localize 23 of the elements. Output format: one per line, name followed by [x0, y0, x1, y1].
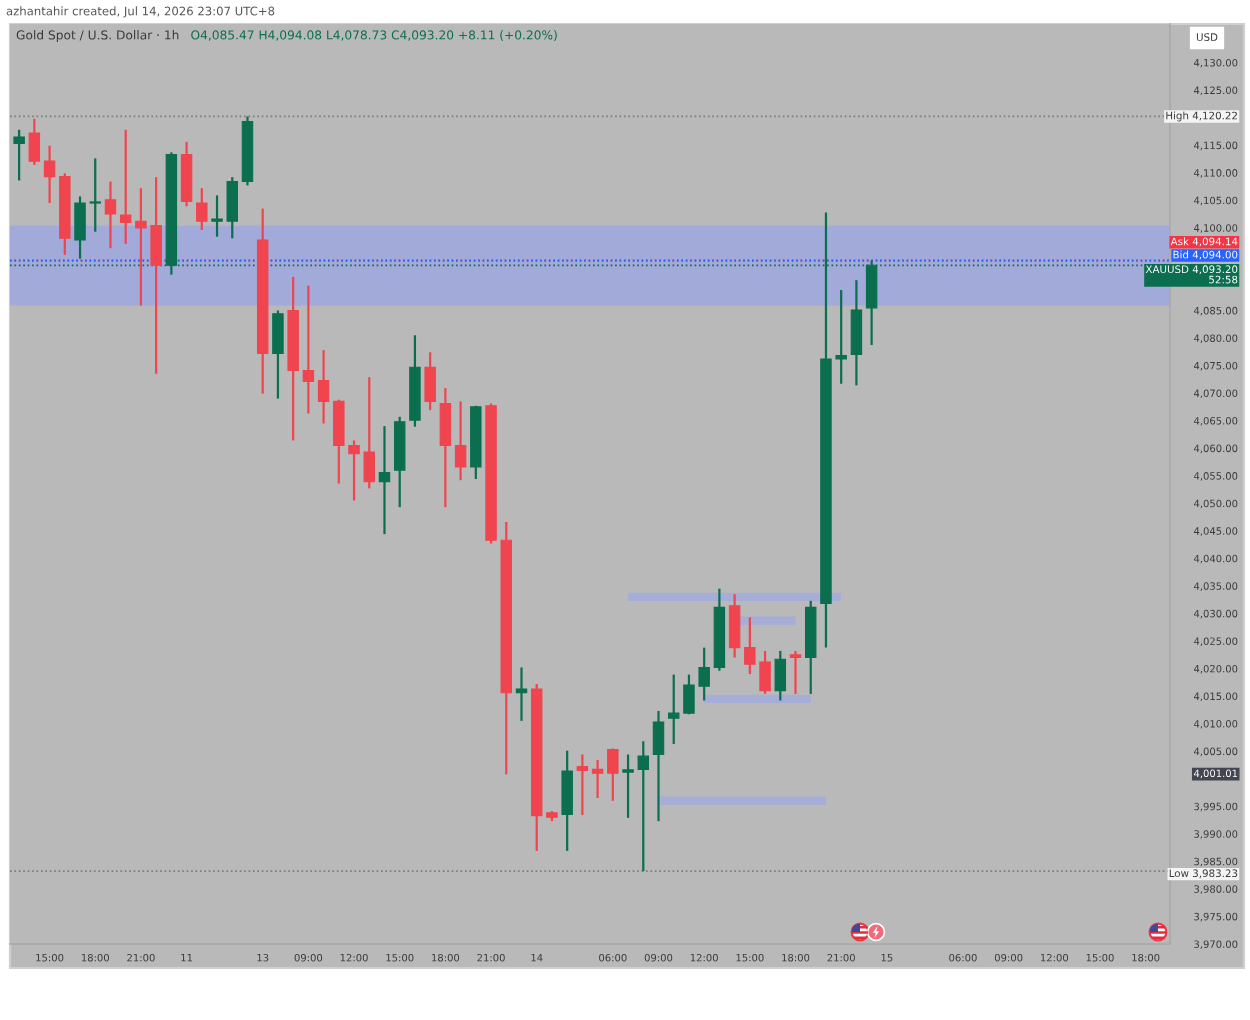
- candlestick: [561, 749, 573, 853]
- candlestick: [576, 753, 589, 817]
- candlestick: [28, 117, 41, 167]
- candlestick: [728, 593, 741, 659]
- candlestick: [317, 349, 330, 425]
- candlestick: [272, 309, 284, 400]
- candlestick: [789, 649, 802, 695]
- candlestick: [424, 351, 436, 412]
- candlestick: [302, 284, 315, 415]
- candlestick: [454, 400, 467, 482]
- candlestick: [652, 709, 665, 823]
- candlestick: [607, 747, 619, 802]
- candlestick: [591, 758, 604, 800]
- candlestick: [850, 279, 863, 387]
- candlestick: [180, 140, 193, 208]
- candlestick: [515, 666, 528, 722]
- candlestick: [378, 425, 391, 536]
- candlestick: [196, 187, 208, 232]
- candlestick: [43, 144, 56, 205]
- candlestick: [104, 180, 117, 250]
- candlestick: [13, 128, 25, 182]
- candlestick: [439, 387, 452, 509]
- candlestick: [774, 649, 787, 702]
